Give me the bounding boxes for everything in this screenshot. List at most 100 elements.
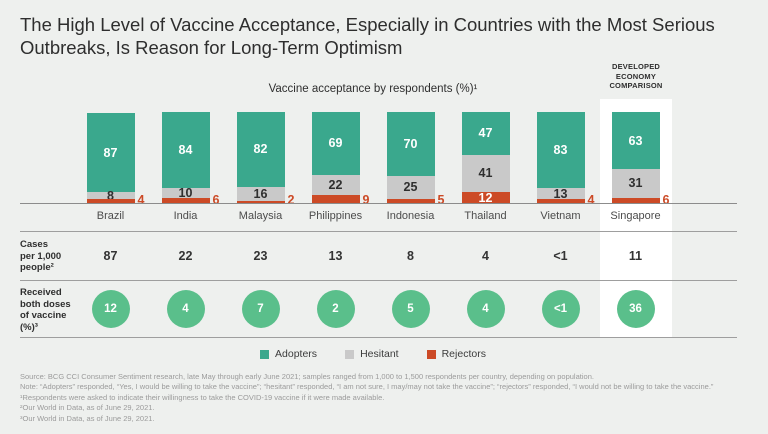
country-label: Thailand	[464, 210, 507, 222]
country-label: Brazil	[96, 210, 125, 222]
country-label: Vietnam	[540, 210, 581, 222]
stacked-bar: 63 31 6	[611, 112, 669, 206]
bar-value-hesitant: 10	[178, 185, 193, 200]
cases-value: 13	[328, 248, 343, 263]
bar-segment-hesitant: 16	[236, 186, 285, 202]
doses-cell: 7	[223, 280, 298, 337]
bar-value-adopters: 83	[553, 142, 568, 157]
bar-segment-rejectors: 9	[311, 194, 369, 206]
bar-value-rejectors: 9	[362, 193, 370, 207]
stacked-bar: 69 22 9	[311, 112, 369, 206]
doses-circle: 4	[166, 289, 205, 328]
cases-row-label: Cases per 1,000 people²	[20, 239, 62, 273]
bar-value-hesitant: 16	[253, 186, 268, 201]
stacked-bar: 83 13 4	[536, 112, 594, 206]
source-note-line: ¹Respondents were asked to indicate thei…	[20, 392, 385, 402]
bar-value-rejectors: 2	[287, 193, 295, 207]
doses-cell: 12	[73, 280, 148, 337]
source-note-line: ³Our World in Data, as of June 29, 2021.	[20, 413, 155, 423]
bar-value-rejectors: 4	[587, 193, 595, 207]
doses-circle: 36	[616, 289, 655, 328]
page-title: The High Level of Vaccine Acceptance, Es…	[20, 14, 715, 58]
bar-value-adopters: 87	[103, 145, 118, 160]
doses-cell: 36	[598, 280, 673, 337]
bar-segment-adopters: 47	[461, 112, 510, 155]
doses-cell: 4	[148, 280, 223, 337]
bar-value-adopters: 63	[628, 133, 643, 148]
cases-value: 22	[178, 248, 193, 263]
doses-circle: 2	[316, 289, 355, 328]
bar-value-hesitant: 31	[628, 176, 643, 191]
legend-item-hesitant: Hesitant	[345, 348, 399, 360]
doses-cell: 5	[373, 280, 448, 337]
stacked-bar: 70 25 5	[386, 112, 444, 206]
bar-segment-rejectors: 2	[236, 194, 294, 206]
bar-segment-adopters: 63	[611, 112, 660, 170]
chart-subtitle: Vaccine acceptance by respondents (%)¹	[268, 83, 478, 95]
stacked-bar: 47 41 12	[461, 112, 510, 204]
bar-column-singapore: 63 31 6	[598, 99, 673, 206]
bar-segment-hesitant: 41	[461, 154, 510, 193]
separator-line-top	[20, 231, 737, 232]
legend-label-rejectors: Rejectors	[441, 348, 486, 360]
doses-circle: 5	[391, 289, 430, 328]
stacked-bar: 84 10 6	[161, 112, 219, 206]
bar-segment-hesitant: 8	[86, 190, 135, 202]
bar-column-indonesia: 70 25 5	[373, 99, 448, 206]
hesitant-swatch-icon	[345, 349, 355, 359]
bar-segment-hesitant: 22	[311, 174, 360, 195]
bar-value-hesitant: 41	[478, 166, 493, 181]
bar-column-thailand: 47 41 12	[448, 99, 523, 204]
cases-values-row: 87 22 23 13 8 4 <1 11	[73, 231, 673, 280]
source-note-line: ²Our World in Data, as of June 29, 2021.	[20, 403, 155, 413]
stacked-bar: 82 16 2	[236, 112, 294, 206]
bar-value-adopters: 47	[478, 126, 493, 141]
doses-cell: 4	[448, 280, 523, 337]
country-labels-row: Brazil India Malaysia Philippines Indonesia T…	[73, 205, 673, 227]
country-label: Malaysia	[238, 210, 283, 222]
bar-segment-adopters: 70	[386, 112, 435, 176]
cases-value: 4	[482, 248, 489, 263]
bar-value-adopters: 82	[253, 142, 268, 157]
developed-economy-comparison-label: DEVELOPED ECONOMY COMPARISON	[609, 62, 663, 90]
bar-value-rejectors: 6	[212, 193, 220, 207]
bar-column-india: 84 10 6	[148, 99, 223, 206]
bar-segment-adopters: 84	[161, 112, 210, 189]
rejectors-swatch-icon	[426, 349, 436, 359]
country-label: Philippines	[308, 210, 363, 222]
bar-segment-rejectors: 4	[86, 194, 144, 206]
axis-line	[20, 203, 737, 204]
bar-segment-hesitant: 25	[386, 175, 435, 199]
bar-segment-hesitant: 13	[536, 187, 585, 200]
bar-value-rejectors: 5	[437, 193, 445, 207]
bar-segment-hesitant: 10	[161, 185, 210, 200]
bars-row: 87 8 4 84 10 6 82 16 2 69 22 9 70 25 5 47 41 12 83 13 4 63 31 6	[73, 99, 673, 206]
source-notes: Source: BCG CCI Consumer Sentiment resea…	[20, 372, 750, 424]
bar-column-philippines: 69 22 9	[298, 99, 373, 206]
doses-row-label: Received both doses of vaccine (%)³	[20, 287, 71, 333]
bar-segment-hesitant: 31	[611, 169, 660, 198]
bar-segment-adopters: 83	[536, 112, 585, 188]
separator-line-middle	[20, 280, 737, 281]
separator-line-bottom	[20, 337, 737, 338]
cases-value: 23	[253, 248, 268, 263]
bar-segment-adopters: 87	[86, 112, 135, 193]
cases-value: <1	[553, 248, 568, 263]
country-label: Indonesia	[386, 210, 435, 222]
doses-values-row: 12 4 7 2 5 4 <1 36	[73, 280, 673, 337]
legend-item-rejectors: Rejectors	[426, 348, 486, 360]
bar-segment-rejectors: 4	[536, 194, 594, 206]
bar-value-adopters: 70	[403, 136, 418, 151]
doses-circle: 7	[241, 289, 280, 328]
bar-segment-rejectors: 5	[386, 194, 444, 206]
source-note-line: Note: “Adopters” responded, “Yes, I woul…	[20, 382, 714, 392]
country-label: India	[173, 210, 198, 222]
cases-value: 87	[103, 248, 118, 263]
doses-cell: 2	[298, 280, 373, 337]
doses-cell: <1	[523, 280, 598, 337]
bar-segment-adopters: 69	[311, 112, 360, 175]
bar-column-malaysia: 82 16 2	[223, 99, 298, 206]
adopters-swatch-icon	[260, 349, 270, 359]
country-label: Singapore	[610, 210, 661, 222]
